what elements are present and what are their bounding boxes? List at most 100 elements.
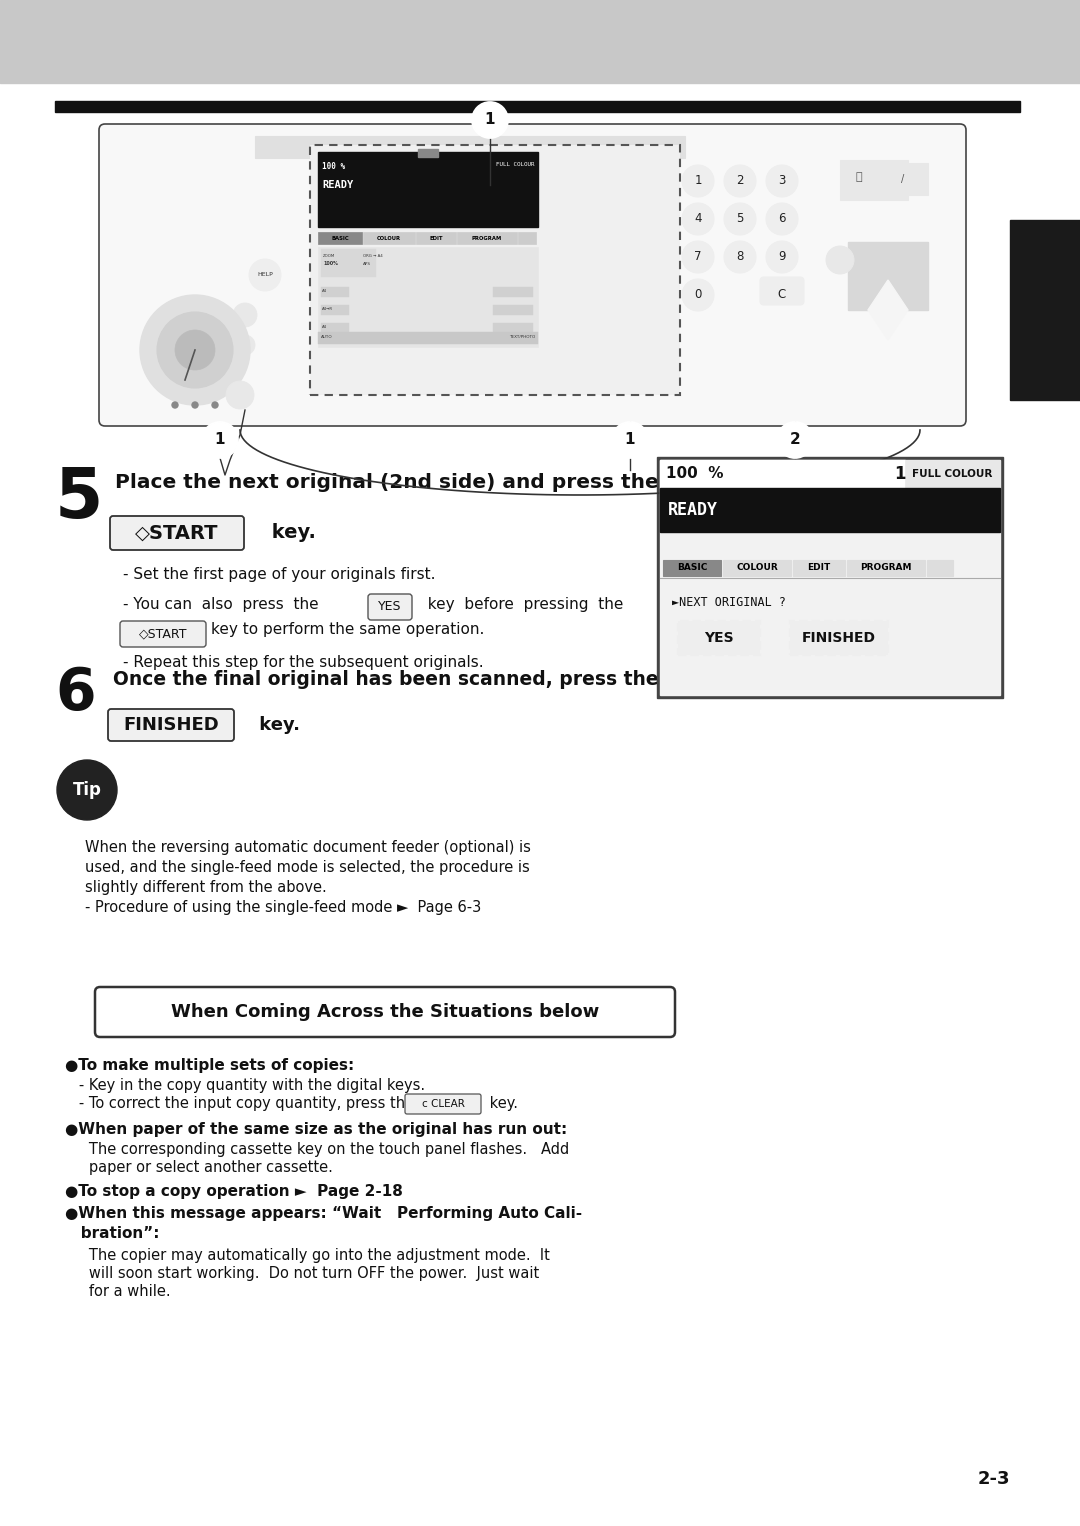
Text: FULL COLOUR: FULL COLOUR <box>912 468 993 479</box>
Text: 5: 5 <box>737 212 744 226</box>
Bar <box>672 156 822 314</box>
Circle shape <box>766 241 798 273</box>
Text: - You can  also  press  the: - You can also press the <box>123 597 319 612</box>
Text: 7: 7 <box>694 250 702 264</box>
Text: ●When paper of the same size as the original has run out:: ●When paper of the same size as the orig… <box>65 1122 567 1137</box>
Bar <box>321 249 376 278</box>
Circle shape <box>681 165 714 197</box>
Text: A4→R: A4→R <box>322 307 333 311</box>
Circle shape <box>175 330 215 369</box>
Text: key to perform the same operation.: key to perform the same operation. <box>211 623 484 636</box>
Bar <box>660 459 1000 694</box>
Text: 2: 2 <box>737 174 744 188</box>
Text: HELP: HELP <box>257 273 273 278</box>
Text: The copier may automatically go into the adjustment mode.  It: The copier may automatically go into the… <box>75 1248 550 1264</box>
Bar <box>789 621 888 655</box>
Text: COLOUR: COLOUR <box>377 235 401 241</box>
Text: READY: READY <box>669 501 718 519</box>
Circle shape <box>192 401 198 407</box>
Bar <box>678 621 760 655</box>
Text: A4: A4 <box>322 288 327 293</box>
Bar <box>416 232 456 244</box>
Text: C: C <box>778 288 786 302</box>
Text: 1: 1 <box>215 432 226 447</box>
Text: paper or select another cassette.: paper or select another cassette. <box>75 1160 333 1175</box>
FancyBboxPatch shape <box>405 1094 481 1114</box>
Circle shape <box>724 241 756 273</box>
Bar <box>321 287 349 298</box>
Text: EDIT: EDIT <box>808 563 831 572</box>
Circle shape <box>202 423 238 458</box>
Text: ►NEXT ORIGINAL ?: ►NEXT ORIGINAL ? <box>672 595 786 609</box>
FancyBboxPatch shape <box>99 124 966 426</box>
Text: FINISHED: FINISHED <box>123 716 219 734</box>
Text: ●To stop a copy operation ►  Page 2-18: ●To stop a copy operation ► Page 2-18 <box>65 1184 403 1199</box>
Text: 100  %: 100 % <box>666 467 724 482</box>
Text: TEXT/PHOTO: TEXT/PHOTO <box>509 336 535 339</box>
Text: used, and the single-feed mode is selected, the procedure is: used, and the single-feed mode is select… <box>85 861 530 874</box>
Text: - Key in the copy quantity with the digital keys.: - Key in the copy quantity with the digi… <box>65 1077 426 1093</box>
Text: PROGRAM: PROGRAM <box>472 235 502 241</box>
Text: - Repeat this step for the subsequent originals.: - Repeat this step for the subsequent or… <box>123 655 484 670</box>
Circle shape <box>233 304 257 327</box>
Text: 2-3: 2-3 <box>977 1470 1010 1488</box>
Circle shape <box>235 336 255 356</box>
Bar <box>723 560 791 575</box>
Circle shape <box>226 382 254 409</box>
Text: EDIT: EDIT <box>429 235 443 241</box>
Text: Place the next original (2nd side) and press the: Place the next original (2nd side) and p… <box>114 473 659 491</box>
Text: 5: 5 <box>55 465 104 533</box>
Bar <box>321 305 349 314</box>
Bar <box>0 0 1080 82</box>
Text: ●To make multiple sets of copies:: ●To make multiple sets of copies: <box>65 1058 354 1073</box>
Circle shape <box>57 760 117 819</box>
Text: /: / <box>902 174 905 185</box>
Circle shape <box>612 423 648 458</box>
Circle shape <box>766 203 798 235</box>
Bar <box>418 150 438 157</box>
FancyBboxPatch shape <box>368 594 411 620</box>
Text: key.: key. <box>253 716 300 734</box>
Text: YES: YES <box>378 601 402 613</box>
Bar <box>927 560 953 575</box>
Polygon shape <box>868 279 908 340</box>
Text: 3: 3 <box>779 174 785 188</box>
Bar <box>255 136 685 159</box>
Text: When Coming Across the Situations below: When Coming Across the Situations below <box>171 1003 599 1021</box>
Bar <box>660 488 1000 533</box>
Text: BASIC: BASIC <box>677 563 707 572</box>
Text: FULL COLOUR: FULL COLOUR <box>497 162 535 166</box>
Circle shape <box>681 203 714 235</box>
Text: key.: key. <box>265 523 315 543</box>
Circle shape <box>172 401 178 407</box>
Text: for a while.: for a while. <box>75 1283 171 1299</box>
Text: 8: 8 <box>737 250 744 264</box>
Circle shape <box>826 246 854 275</box>
Circle shape <box>777 423 813 458</box>
Bar <box>492 324 534 333</box>
Circle shape <box>472 102 508 137</box>
Text: BASIC: BASIC <box>332 235 349 241</box>
Text: 1: 1 <box>694 174 702 188</box>
Text: AUTO: AUTO <box>321 336 333 339</box>
Text: A4: A4 <box>322 325 327 330</box>
Text: key.: key. <box>485 1096 518 1111</box>
Circle shape <box>681 279 714 311</box>
Text: PROGRAM: PROGRAM <box>861 563 912 572</box>
Text: will soon start working.  Do not turn OFF the power.  Just wait: will soon start working. Do not turn OFF… <box>75 1267 539 1280</box>
Text: slightly different from the above.: slightly different from the above. <box>85 881 327 896</box>
Text: 2: 2 <box>789 432 800 447</box>
Text: - To correct the input copy quantity, press the: - To correct the input copy quantity, pr… <box>65 1096 414 1111</box>
Text: ◇START: ◇START <box>138 627 187 641</box>
Text: When the reversing automatic document feeder (optional) is: When the reversing automatic document fe… <box>85 839 531 855</box>
Bar <box>310 145 680 395</box>
Text: ●When this message appears: “Wait   Performing Auto Cali-: ●When this message appears: “Wait Perfor… <box>65 1206 582 1221</box>
Bar <box>492 305 534 314</box>
Bar <box>321 324 349 333</box>
Bar <box>793 560 845 575</box>
Text: APS: APS <box>363 262 372 266</box>
Bar <box>457 232 517 244</box>
Text: 100%: 100% <box>323 261 338 266</box>
Text: bration”:: bration”: <box>65 1225 160 1241</box>
Text: 6: 6 <box>55 665 96 722</box>
